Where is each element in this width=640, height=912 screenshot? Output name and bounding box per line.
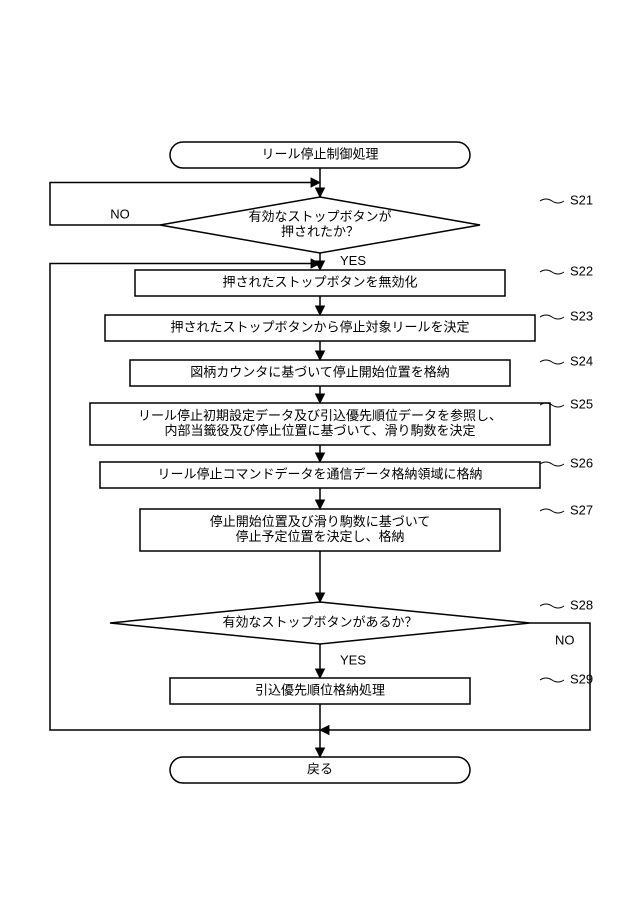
d2-yes-label: YES xyxy=(340,652,366,667)
d1-no-label: NO xyxy=(110,206,130,221)
decision-d2-text: 有効なストップボタンがあるか？ xyxy=(222,614,417,629)
decision-d1-text: 有効なストップボタンが xyxy=(248,209,391,224)
d2-no-label: NO xyxy=(555,632,575,647)
process-p1-text: 押されたストップボタンを無効化 xyxy=(222,274,417,289)
step-tag: S22 xyxy=(570,263,593,278)
process-p5-text: リール停止コマンドデータを通信データ格納領域に格納 xyxy=(157,466,482,481)
step-tag: S21 xyxy=(570,192,593,207)
step-tag: S26 xyxy=(570,455,593,470)
process-p6-text: 停止予定位置を決定し、格納 xyxy=(235,529,404,544)
process-p6-text: 停止開始位置及び滑り駒数に基づいて xyxy=(210,514,431,529)
step-tag: S27 xyxy=(570,502,593,517)
step-tag: S23 xyxy=(570,308,593,323)
process-p2-text: 押されたストップボタンから停止対象リールを決定 xyxy=(170,319,469,334)
decision-d1-text: 押されたか？ xyxy=(281,224,359,239)
terminator-start-label: リール停止制御処理 xyxy=(261,146,378,161)
step-tag: S28 xyxy=(570,597,593,612)
step-tag: S25 xyxy=(570,396,593,411)
d1-yes-label: YES xyxy=(340,253,366,268)
step-tag: S24 xyxy=(570,353,593,368)
process-p7-text: 引込優先順位格納処理 xyxy=(255,682,385,697)
process-p4-text: リール停止初期設定データ及び引込優先順位データを参照し、 xyxy=(138,408,502,423)
terminator-end-label: 戻る xyxy=(307,761,333,776)
process-p4-text: 内部当籤役及び停止位置に基づいて、滑り駒数を決定 xyxy=(165,423,476,438)
process-p3-text: 図柄カウンタに基づいて停止開始位置を格納 xyxy=(190,364,450,379)
